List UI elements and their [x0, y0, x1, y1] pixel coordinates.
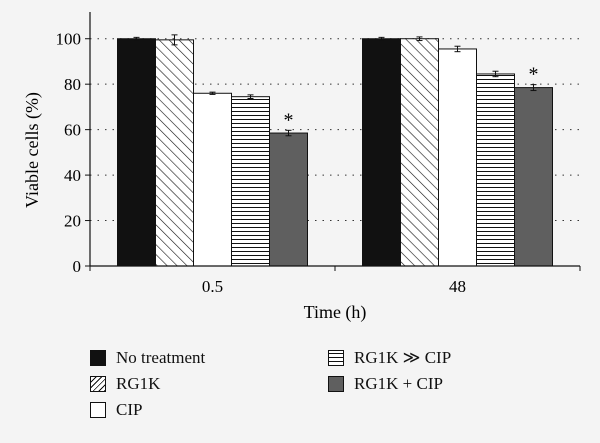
- bar: [231, 96, 270, 267]
- legend-item-cip: CIP: [90, 400, 142, 420]
- legend-item-no-treatment: No treatment: [90, 348, 205, 368]
- x-tick-label: 0.5: [202, 277, 223, 296]
- legend-swatch-solid-black: [90, 350, 106, 366]
- bar: [400, 38, 439, 267]
- x-tick-label: 48: [449, 277, 466, 296]
- legend-swatch-horizontal-lines: [328, 350, 344, 366]
- legend-item-rg1k: RG1K: [90, 374, 160, 394]
- legend-label: No treatment: [116, 348, 206, 367]
- legend-item-rg1k-then-cip: RG1K ≫ CIP: [328, 348, 451, 368]
- y-tick-label: 100: [56, 30, 82, 49]
- bar: [362, 38, 401, 267]
- bars: **: [117, 34, 553, 267]
- legend-swatch-solid-gray: [328, 376, 344, 392]
- legend-item-rg1k-plus-cip: RG1K + CIP: [328, 374, 443, 394]
- legend-swatch-white: [90, 402, 106, 418]
- legend-label: RG1K + CIP: [354, 374, 443, 393]
- bar: [514, 87, 553, 267]
- y-tick-label: 20: [64, 212, 81, 231]
- legend: No treatment RG1K CIP RG1K ≫ CIP RG1K + …: [90, 348, 510, 428]
- bar: [476, 73, 515, 267]
- legend-swatch-hatched: [90, 376, 106, 392]
- bar: [193, 92, 232, 267]
- x-axis-label: Time (h): [304, 302, 367, 323]
- y-tick-label: 0: [73, 257, 82, 276]
- y-axis-label: Viable cells (%): [22, 92, 43, 208]
- bar: [117, 38, 156, 267]
- bar: [155, 39, 194, 267]
- y-tick-label: 40: [64, 166, 81, 185]
- legend-label: RG1K ≫ CIP: [354, 348, 452, 367]
- y-tick-label: 80: [64, 75, 81, 94]
- bar: [438, 48, 477, 267]
- significance-asterisk: *: [284, 109, 294, 131]
- y-tick-label: 60: [64, 121, 81, 140]
- legend-label: CIP: [116, 400, 143, 419]
- legend-label: RG1K: [116, 374, 161, 393]
- axes: 0 20 40 60 80 100 0.5 48: [56, 12, 581, 296]
- significance-asterisk: *: [529, 64, 539, 86]
- bar: [269, 132, 308, 267]
